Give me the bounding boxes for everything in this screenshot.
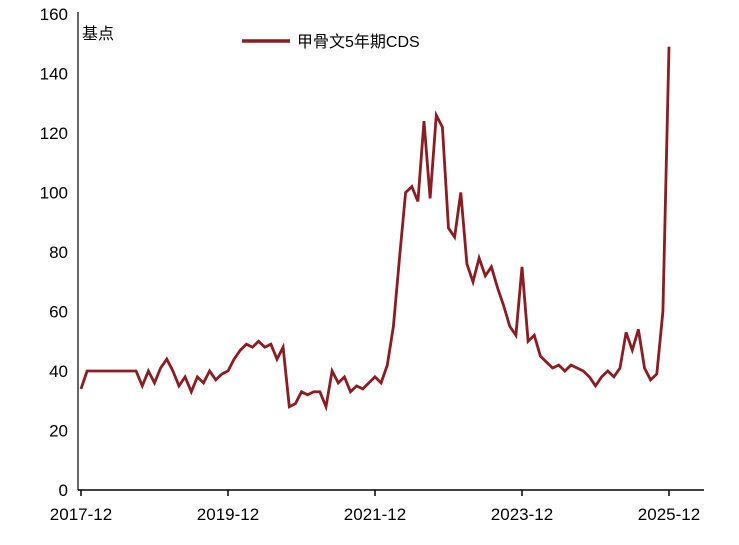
y-axis-labels: 0 20 40 60 80 100 120 140 160 xyxy=(40,5,68,500)
axes xyxy=(77,12,704,496)
svg-text:40: 40 xyxy=(49,362,68,381)
legend-series-label: 甲骨文5年期CDS xyxy=(297,33,420,51)
cds-line-series xyxy=(79,46,671,412)
x-axis-labels: 2017-12 2019-12 2021-12 2023-12 2025-12 xyxy=(50,505,700,524)
svg-text:120: 120 xyxy=(40,124,68,143)
svg-text:2023-12: 2023-12 xyxy=(491,505,553,524)
y-axis-unit-label: 基点 xyxy=(82,25,114,43)
svg-text:80: 80 xyxy=(49,243,68,262)
svg-text:2021-12: 2021-12 xyxy=(344,505,406,524)
svg-text:160: 160 xyxy=(40,5,68,24)
svg-text:2017-12: 2017-12 xyxy=(50,505,112,524)
svg-text:2025-12: 2025-12 xyxy=(638,505,700,524)
svg-text:2019-12: 2019-12 xyxy=(197,505,259,524)
legend: 甲骨文5年期CDS xyxy=(242,33,420,51)
svg-text:100: 100 xyxy=(40,184,68,203)
svg-text:0: 0 xyxy=(59,481,68,500)
svg-text:140: 140 xyxy=(40,65,68,84)
svg-text:60: 60 xyxy=(49,303,68,322)
svg-text:20: 20 xyxy=(49,422,68,441)
